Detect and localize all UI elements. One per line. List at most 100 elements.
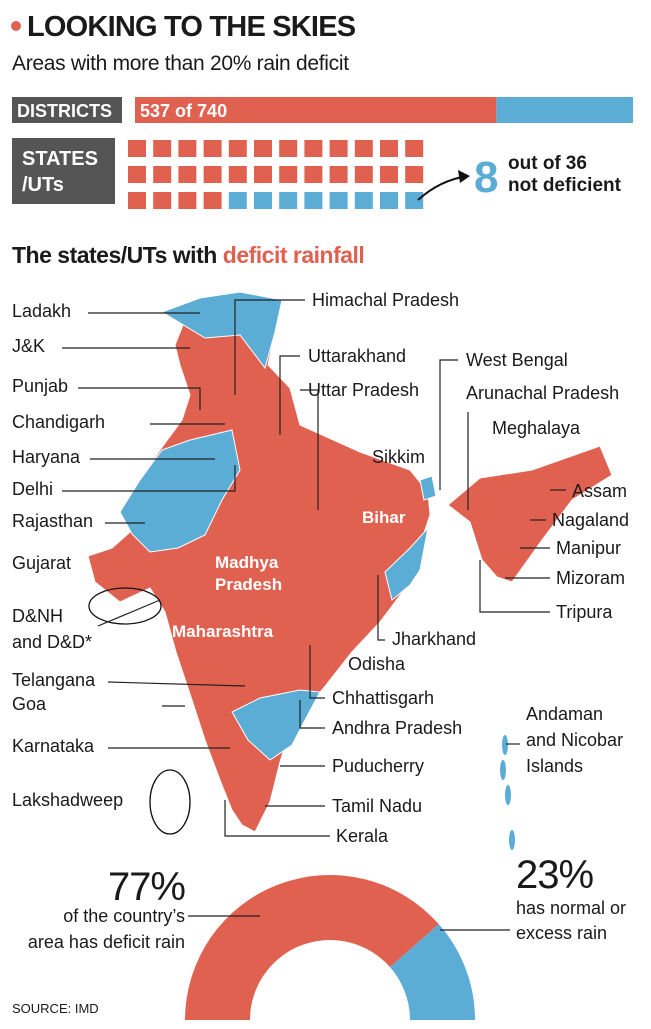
- deficient-bar: [135, 97, 497, 123]
- state-label: and Nicobar: [526, 730, 623, 750]
- state-label: Himachal Pradesh: [312, 290, 459, 310]
- total-prefix: out of: [508, 153, 561, 174]
- leader-line: [299, 700, 325, 729]
- state-label: Chhattisgarh: [332, 688, 434, 708]
- donut-value-label: 77%: [108, 865, 185, 909]
- state-label: Sikkim: [372, 447, 425, 467]
- state-square: [405, 140, 424, 157]
- state-label: Tamil Nadu: [332, 796, 422, 816]
- state-square: [279, 140, 298, 157]
- state-square: [153, 166, 172, 183]
- note: not deficient: [508, 175, 622, 196]
- state-label: Mizoram: [556, 568, 625, 588]
- state-label: Manipur: [556, 538, 621, 558]
- south-east: [231, 689, 321, 761]
- lakshadweep-circle: [149, 769, 191, 835]
- map-label: Bihar: [362, 508, 406, 527]
- state-label: Nagaland: [552, 510, 629, 530]
- state-label: Islands: [526, 756, 583, 776]
- state-label: Uttar Pradesh: [308, 380, 419, 400]
- island: [502, 735, 508, 755]
- state-label: Punjab: [12, 376, 68, 396]
- state-square: [279, 166, 298, 183]
- state-square: [279, 192, 298, 209]
- state-square: [304, 140, 323, 157]
- leader-line: [234, 299, 305, 395]
- state-square: [304, 192, 323, 209]
- states-label: STATES: [22, 148, 98, 170]
- leader-line: [78, 387, 201, 410]
- state-square: [254, 192, 272, 209]
- joiner: of: [175, 101, 193, 121]
- state-square: [128, 192, 146, 209]
- heading-highlight: deficit rainfall: [223, 242, 365, 268]
- title-dot: [11, 21, 21, 31]
- state-label: Haryana: [12, 447, 81, 467]
- states-label: /UTs: [22, 174, 64, 196]
- state-square: [203, 140, 222, 157]
- state-square: [178, 192, 197, 209]
- leader-line: [97, 599, 161, 627]
- state-label: Chandigarh: [12, 412, 105, 432]
- island: [509, 830, 515, 850]
- total-bar: [496, 97, 633, 123]
- leader-line: [279, 355, 300, 435]
- state-label: Jharkhand: [392, 629, 476, 649]
- dnh-circle: [88, 587, 162, 625]
- state-label: Delhi: [12, 479, 53, 499]
- source: SOURCE: IMD: [12, 1001, 99, 1016]
- leader-line: [377, 575, 385, 641]
- donut-segment: [185, 874, 439, 1020]
- state-label: Karnataka: [12, 736, 95, 756]
- state-square: [405, 192, 424, 209]
- states-total: 36: [566, 153, 587, 174]
- north-east: [447, 445, 613, 583]
- state-label: D&NH: [12, 606, 63, 626]
- state-label: Telangana: [12, 670, 96, 690]
- east-region: [384, 526, 429, 601]
- state-label: Kerala: [336, 826, 389, 846]
- state-square: [329, 192, 348, 209]
- state-label: Lakshadweep: [12, 790, 123, 810]
- state-label: Assam: [572, 481, 627, 501]
- state-square: [203, 166, 222, 183]
- state-label: Andhra Pradesh: [332, 718, 462, 738]
- island: [505, 785, 511, 805]
- subtitle: Areas with more than 20% rain deficit: [12, 52, 349, 75]
- state-label: Rajasthan: [12, 511, 93, 531]
- map-label: Maharashtra: [172, 622, 274, 641]
- leader-line: [62, 465, 236, 492]
- state-square: [153, 192, 172, 209]
- state-square: [128, 166, 146, 183]
- state-label: Uttarakhand: [308, 346, 406, 366]
- map-label: Pradesh: [215, 575, 282, 594]
- donut-caption: has normal or: [516, 898, 626, 918]
- arrow-head: [458, 170, 470, 183]
- state-label: West Bengal: [466, 350, 568, 370]
- sikkim: [419, 475, 437, 501]
- districts-label-box: [12, 97, 122, 123]
- leader-line: [309, 645, 325, 699]
- state-label: Ladakh: [12, 301, 71, 321]
- state-square: [329, 166, 348, 183]
- state-label: and D&D*: [12, 632, 92, 652]
- state-square: [380, 140, 398, 157]
- state-square: [354, 140, 373, 157]
- state-square: [380, 192, 398, 209]
- state-square: [203, 192, 222, 209]
- heading-text: The states/UTs with: [12, 242, 217, 268]
- districts-label: DISTRICTS: [17, 101, 112, 121]
- leader-line: [300, 389, 319, 510]
- state-label: Arunachal Pradesh: [466, 383, 619, 403]
- state-label: Gujarat: [12, 553, 71, 573]
- state-square: [128, 140, 146, 157]
- state-square: [178, 166, 197, 183]
- leader-line: [107, 681, 246, 687]
- leader-line: [439, 359, 458, 490]
- title: LOOKING TO THE SKIES: [27, 11, 356, 43]
- state-label: Goa: [12, 694, 47, 714]
- state-square: [178, 140, 197, 157]
- state-square: [228, 192, 247, 209]
